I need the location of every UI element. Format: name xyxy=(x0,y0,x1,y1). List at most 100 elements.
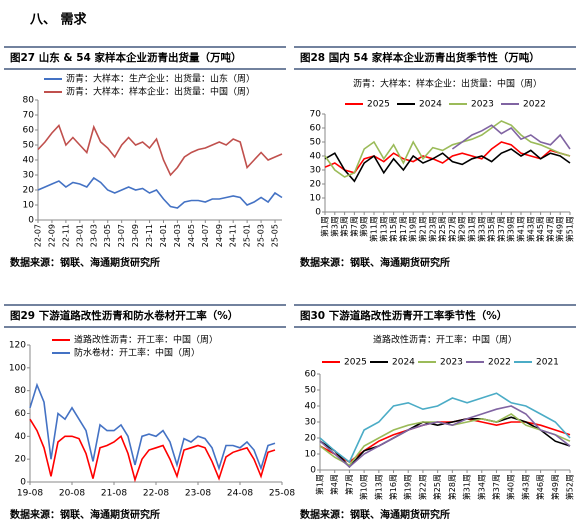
x-tick-label: 第51周 xyxy=(565,216,575,242)
x-tick-label: 第49周 xyxy=(555,216,565,242)
x-tick-label: 23-08 xyxy=(185,489,211,499)
y-tick-label: 20 xyxy=(15,455,27,465)
series-line xyxy=(29,382,276,471)
x-tick-label: 第17周 xyxy=(398,216,408,242)
y-tick-label: 60 xyxy=(15,409,27,419)
x-tick-label: 第3周 xyxy=(329,216,339,237)
x-tick-label: 第45周 xyxy=(535,216,545,242)
x-tick-label: 22-09 xyxy=(47,224,56,247)
y-tick-label: 80 xyxy=(15,386,27,396)
x-tick-label: 第1周 xyxy=(315,474,325,495)
y-tick-label: 30 xyxy=(310,166,322,176)
x-tick-label: 24-11 xyxy=(229,224,238,247)
y-tick-label: 30 xyxy=(305,418,317,428)
chart-title: 图29 下游道路改性沥青和防水卷材开工率（%） xyxy=(10,309,238,322)
y-tick-label: 50 xyxy=(23,141,35,151)
y-tick-label: 20 xyxy=(310,180,322,190)
legend-label: 2024 xyxy=(392,358,415,368)
x-tick-label: 第28周 xyxy=(447,474,457,500)
x-tick-label: 24-01 xyxy=(159,224,168,247)
x-tick-label: 24-09 xyxy=(215,224,224,247)
x-tick-label: 22-08 xyxy=(143,489,169,499)
y-tick-label: 10 xyxy=(23,201,35,211)
legend-label: 2025 xyxy=(367,100,390,110)
y-tick-label: 50 xyxy=(310,138,322,148)
x-tick-label: 21-08 xyxy=(101,489,127,499)
x-tick-label: 第46周 xyxy=(535,474,545,500)
legend-label: 道路改性沥青：开工率：中国（周） xyxy=(74,334,218,346)
x-tick-label: 第16周 xyxy=(388,474,398,500)
subtitle: 沥青：大样本：样本企业：出货量：中国（周） xyxy=(353,78,542,90)
series-line xyxy=(37,123,283,177)
legend-label: 2022 xyxy=(523,100,546,110)
x-tick-label: 第27周 xyxy=(447,216,457,242)
series-line xyxy=(451,124,571,150)
x-tick-label: 第43周 xyxy=(525,216,535,242)
x-tick-label: 第31周 xyxy=(462,474,472,500)
legend-label: 沥青：大样本：生产企业：出货量：山东（周） xyxy=(66,73,255,85)
legend-label: 2025 xyxy=(344,358,367,368)
x-tick-label: 24-03 xyxy=(173,224,182,247)
y-tick-label: 60 xyxy=(310,124,322,134)
legend-label: 防水卷材：开工率：中国（周） xyxy=(74,347,200,359)
x-tick-label: 24-07 xyxy=(201,224,210,247)
x-tick-label: 第41周 xyxy=(516,216,526,242)
x-tick-label: 第19周 xyxy=(408,216,418,242)
y-tick-label: 70 xyxy=(23,111,35,121)
source: 数据来源：钢联、海通期货研究所 xyxy=(300,508,450,521)
x-tick-label: 第33周 xyxy=(476,216,486,242)
series-line xyxy=(319,405,571,468)
x-tick-label: 24-05 xyxy=(187,224,196,247)
x-tick-label: 22-11 xyxy=(61,224,70,247)
source: 数据来源：钢联、海通期货研究所 xyxy=(300,256,450,269)
y-tick-label: 0 xyxy=(315,208,321,218)
y-tick-label: 60 xyxy=(305,370,317,380)
x-tick-label: 第21周 xyxy=(418,216,428,242)
x-tick-label: 23-07 xyxy=(117,224,126,247)
legend-label: 2024 xyxy=(419,100,442,110)
x-tick-label: 20-08 xyxy=(59,489,85,499)
x-tick-label: 第49周 xyxy=(550,474,560,500)
x-tick-label: 第7周 xyxy=(344,474,354,495)
x-tick-label: 第34周 xyxy=(476,474,486,500)
x-tick-label: 第43周 xyxy=(520,474,530,500)
x-tick-label: 25-05 xyxy=(271,224,280,247)
x-tick-label: 第22周 xyxy=(417,474,427,500)
y-tick-label: 50 xyxy=(305,386,317,396)
y-tick-label: 30 xyxy=(23,171,35,181)
x-tick-label: 第40周 xyxy=(506,474,516,500)
y-tick-label: 120 xyxy=(9,341,26,351)
x-tick-label: 第35周 xyxy=(486,216,496,242)
y-tick-label: 20 xyxy=(23,186,35,196)
series-line xyxy=(324,148,571,183)
legend-label: 2022 xyxy=(488,358,511,368)
chart-title: 图27 山东 & 54 家样本企业沥青出货量（万吨） xyxy=(10,51,242,64)
x-tick-label: 第15周 xyxy=(388,216,398,242)
x-tick-label: 第31周 xyxy=(467,216,477,242)
x-tick-label: 第52周 xyxy=(565,474,575,500)
x-tick-label: 第10周 xyxy=(359,474,369,500)
x-tick-label: 第4周 xyxy=(329,474,339,495)
x-tick-label: 第47周 xyxy=(545,216,555,242)
x-tick-label: 23-09 xyxy=(131,224,140,247)
series-line xyxy=(29,418,276,483)
y-tick-label: 0 xyxy=(28,216,34,226)
source: 数据来源：钢联、海通期货研究所 xyxy=(10,256,160,269)
y-tick-label: 20 xyxy=(305,434,317,444)
x-tick-label: 25-08 xyxy=(269,489,295,499)
legend-label: 沥青：大样本：样本企业：出货量：中国（周） xyxy=(66,86,255,98)
x-tick-label: 第19周 xyxy=(403,474,413,500)
y-tick-label: 40 xyxy=(310,152,322,162)
y-tick-label: 70 xyxy=(310,110,322,120)
x-tick-label: 第11周 xyxy=(369,216,379,242)
x-tick-label: 22-07 xyxy=(34,224,43,247)
legend-label: 2023 xyxy=(471,100,494,110)
x-tick-label: 25-03 xyxy=(257,224,266,247)
x-tick-label: 23-05 xyxy=(103,224,112,247)
section-title: 八、 需求 xyxy=(29,12,88,28)
series-line xyxy=(37,176,283,209)
x-tick-label: 第37周 xyxy=(491,474,501,500)
y-tick-label: 40 xyxy=(305,402,317,412)
y-tick-label: 80 xyxy=(23,96,35,106)
